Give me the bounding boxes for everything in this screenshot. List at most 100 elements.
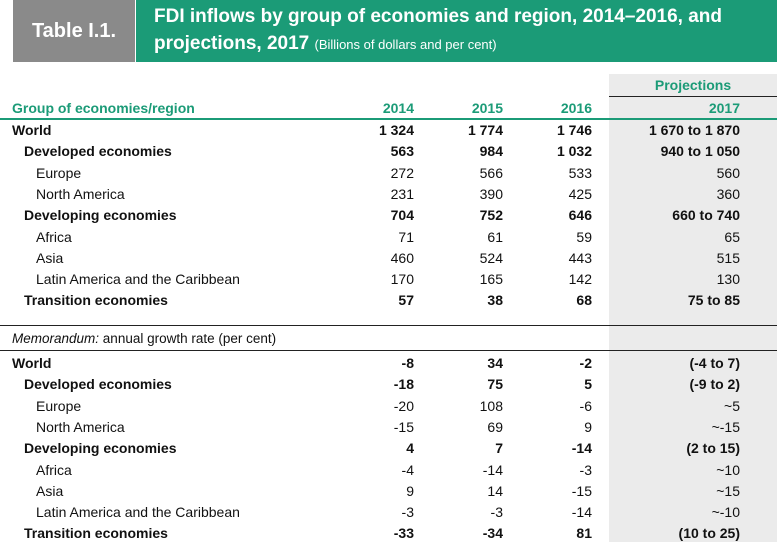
cell-2016: 443 [568,249,592,266]
cell-2016: 81 [576,525,592,542]
cell-2017: 515 [716,249,740,266]
cell-2017: 660 to 740 [672,207,740,224]
cell-2017: 360 [716,185,740,202]
cell-2014: 57 [398,292,414,309]
cell-2014: 563 [390,143,414,160]
cell-2015: 75 [487,376,503,393]
cell-2015: -34 [482,525,503,542]
cell-2015: 108 [479,397,503,414]
inflows-table-row: Europe 272 566 533 560 [0,163,777,184]
cell-2014: 71 [398,228,414,245]
cell-2014: -3 [401,504,414,521]
cell-2017: ~15 [716,482,740,499]
cell-2016: -14 [571,504,592,521]
inflows-table-row: Developed economies 563 984 1 032 940 to 1 0… [0,141,777,162]
projections-rule [609,96,777,97]
cell-2017: 65 [724,228,740,245]
cell-2016: -3 [579,461,592,478]
inflows-table-row: Africa 71 61 59 65 [0,227,777,248]
cell-2014: -20 [393,397,414,414]
row-label: Developing economies [24,440,177,457]
cell-2017: (10 to 25) [678,525,740,542]
row-label: North America [36,418,125,435]
growth-table-row: Developed economies -18 75 5 (-9 to 2) [0,374,777,395]
growth-table-row: North America -15 69 9 ~-15 [0,417,777,438]
row-label: World [12,355,52,371]
inflows-table-row: Latin America and the Caribbean 170 165 142… [0,269,777,290]
cell-2016: 59 [576,228,592,245]
cell-2017: 75 to 85 [687,292,740,309]
row-label: Africa [36,461,72,478]
cell-2014: -15 [393,418,414,435]
row-label: Latin America and the Caribbean [36,504,240,521]
inflows-table-row: North America 231 390 425 360 [0,184,777,205]
cell-2016: 1 746 [556,122,592,138]
cell-2016: -6 [579,397,592,414]
growth-table-row: Transition economies -33 -34 81 (10 to 25) [0,523,777,544]
cell-2015: 14 [487,482,503,499]
memorandum-caption: Memorandum: annual growth rate (per cent… [12,331,276,346]
table-title-line2-text: projections, 2017 [154,33,310,54]
cell-2015: 69 [487,418,503,435]
year-2017-header: 2017 [708,100,740,116]
cell-2015: 38 [487,292,503,309]
cell-2017: 1 670 to 1 870 [648,122,740,138]
table-title-line2: projections, 2017 (Billions of dollars a… [154,33,497,55]
cell-2014: 4 [406,440,414,457]
group-column-header: Group of economies/region [12,100,195,116]
row-label: Africa [36,228,72,245]
header-rule [0,118,777,120]
row-label: Asia [36,249,64,266]
memorandum-text: annual growth rate (per cent) [99,331,277,346]
cell-2016: -14 [571,440,592,457]
cell-2016: 68 [576,292,592,309]
row-label: World [12,122,52,138]
row-label: Asia [36,482,64,499]
cell-2014: -8 [401,355,414,371]
cell-2017: 130 [716,271,740,288]
growth-table-row: Africa -4 -14 -3 ~10 [0,460,777,481]
cell-2014: 272 [390,164,414,181]
table-subtitle: (Billions of dollars and per cent) [314,37,497,52]
cell-2015: 984 [479,143,503,160]
cell-2017: ~-15 [711,418,740,435]
cell-2017: 940 to 1 050 [660,143,740,160]
cell-2017: ~-10 [711,504,740,521]
year-2014-header: 2014 [382,100,414,116]
row-label: Europe [36,397,82,414]
cell-2017: 560 [716,164,740,181]
cell-2015: 61 [487,228,503,245]
cell-2014: 231 [390,185,414,202]
cell-2016: 142 [568,271,592,288]
cell-2015: 1 774 [467,122,503,138]
row-label: Latin America and the Caribbean [36,271,240,288]
projections-header: Projections [654,77,732,93]
memo-bottom-rule [0,350,777,351]
table-header: Table I.1. FDI inflows by group of econo… [0,0,777,68]
growth-table-row: World -8 34 -2 (-4 to 7) [0,353,777,374]
cell-2015: 524 [479,249,503,266]
growth-table-row: Asia 9 14 -15 ~15 [0,481,777,502]
year-2015-header: 2015 [471,100,503,116]
cell-2014: -4 [401,461,414,478]
cell-2014: 704 [390,207,414,224]
table-label: Table I.1. [13,0,135,62]
row-label: North America [36,185,125,202]
cell-2017: (-4 to 7) [689,355,740,371]
cell-2016: -2 [579,355,592,371]
inflows-table-row: Transition economies 57 38 68 75 to 85 [0,290,777,311]
cell-2016: 533 [568,164,592,181]
cell-2017: (-9 to 2) [689,376,740,393]
growth-table-row: Europe -20 108 -6 ~5 [0,396,777,417]
growth-table-row: Latin America and the Caribbean -3 -3 -14 ~-… [0,502,777,523]
cell-2017: ~10 [716,461,740,478]
row-label: Europe [36,164,82,181]
row-label: Transition economies [24,525,168,542]
cell-2016: 9 [584,418,592,435]
cell-2015: 752 [479,207,503,224]
row-label: Developed economies [24,376,172,393]
inflows-table-row: World 1 324 1 774 1 746 1 670 to 1 870 [0,120,777,141]
row-label: Developed economies [24,143,172,160]
cell-2016: 5 [584,376,592,393]
memorandum-prefix: Memorandum: [12,331,100,346]
